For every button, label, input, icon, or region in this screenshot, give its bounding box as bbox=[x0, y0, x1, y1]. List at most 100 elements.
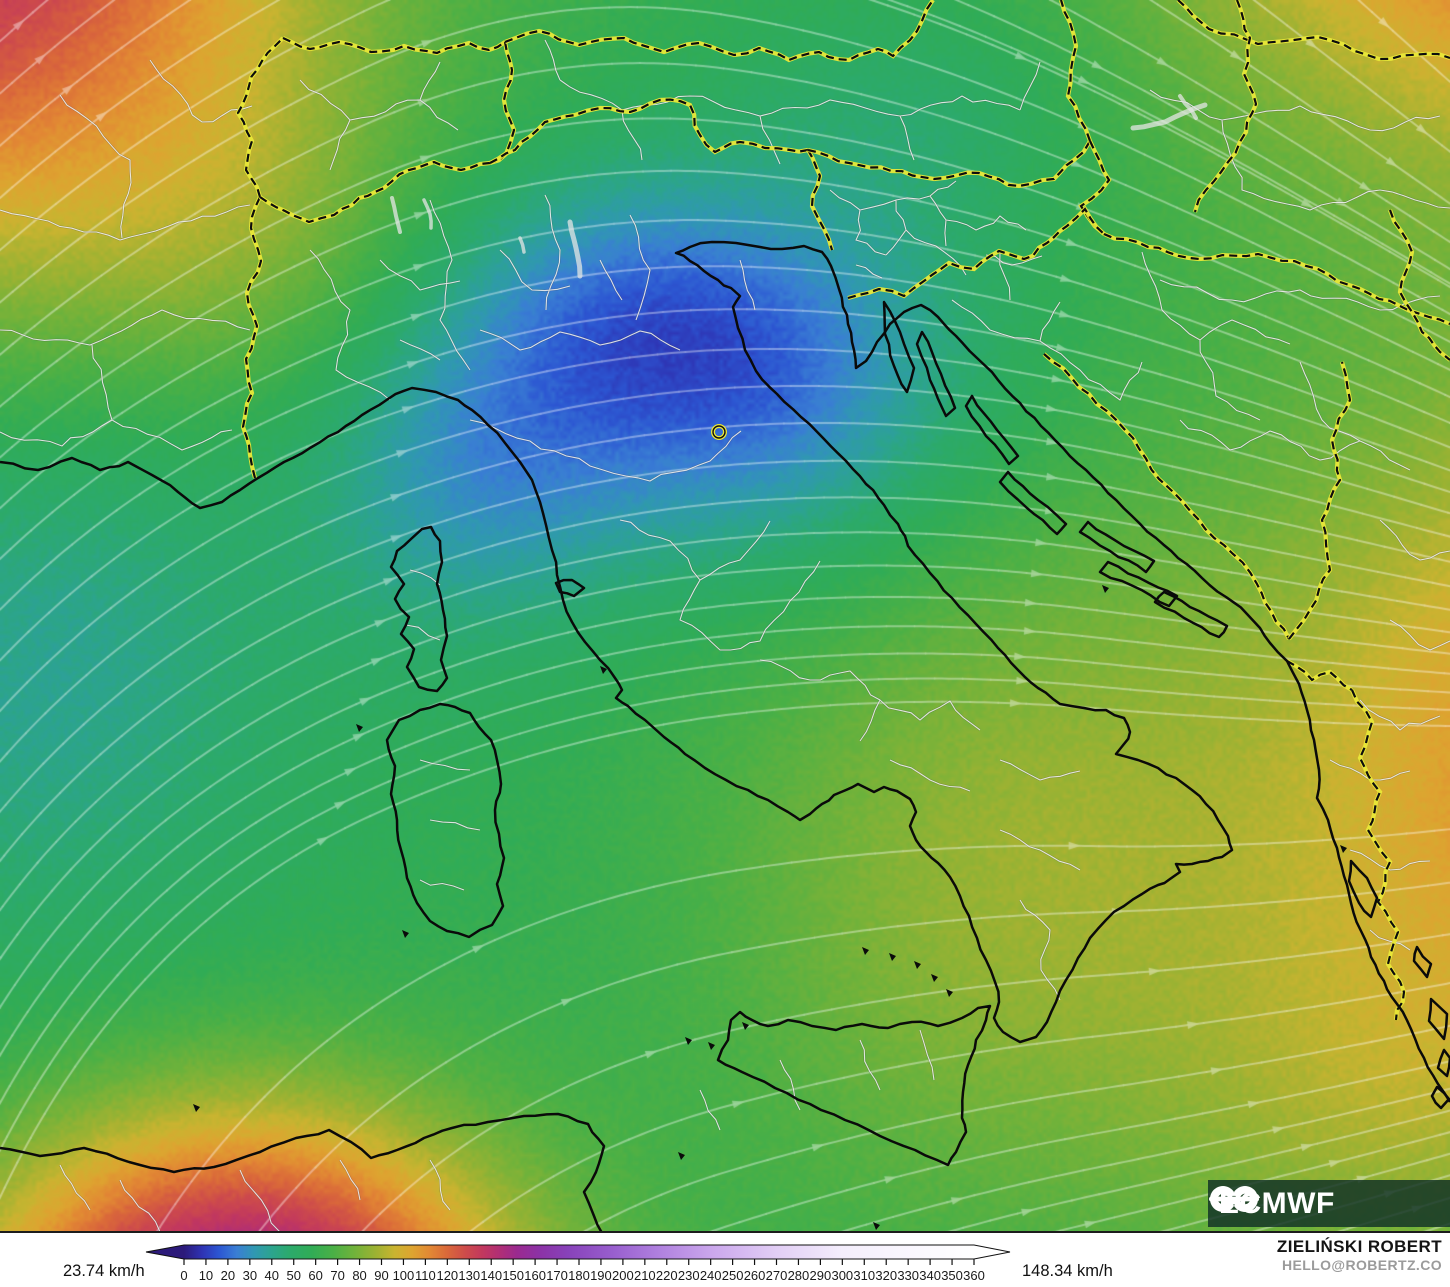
colorbar-tick-label: 290 bbox=[810, 1268, 832, 1283]
colorbar-tick-label: 230 bbox=[678, 1268, 700, 1283]
colorbar-tick-label: 310 bbox=[853, 1268, 875, 1283]
colorbar-tick-label: 140 bbox=[480, 1268, 502, 1283]
islet-dot bbox=[1102, 585, 1109, 593]
islet-dot bbox=[685, 1037, 692, 1045]
island-krk-rab bbox=[915, 330, 957, 418]
colorbar-tick-label: 90 bbox=[374, 1268, 388, 1283]
admin-border bbox=[119, 1179, 161, 1231]
legend-min-label: 23.74 km/h bbox=[63, 1262, 145, 1280]
admin-border bbox=[479, 329, 681, 351]
admin-border bbox=[1199, 339, 1261, 421]
island-kefalonia bbox=[1427, 997, 1449, 1041]
colorbar-tick-label: 30 bbox=[243, 1268, 257, 1283]
admin-border bbox=[599, 259, 623, 301]
admin-border bbox=[1159, 279, 1441, 311]
admin-border bbox=[429, 1159, 451, 1211]
colorbar-tick-label: 160 bbox=[524, 1268, 546, 1283]
admin-border-casing bbox=[1179, 419, 1411, 471]
ecmwf-logo: ECMWF bbox=[1208, 1180, 1450, 1227]
country-border-casing bbox=[1058, 0, 1092, 142]
islet-dot bbox=[356, 724, 363, 732]
colorbar-tick-label: 170 bbox=[546, 1268, 568, 1283]
admin-border bbox=[59, 94, 132, 239]
colorbar-tick-label: 340 bbox=[919, 1268, 941, 1283]
admin-border-casing bbox=[699, 520, 771, 581]
island-elba bbox=[554, 578, 586, 598]
country-border bbox=[1059, 0, 1092, 142]
country-border bbox=[807, 149, 834, 251]
admin-border-casing bbox=[905, 229, 967, 276]
islet-dot bbox=[914, 961, 921, 969]
colorbar-tick-label: 320 bbox=[875, 1268, 897, 1283]
admin-border bbox=[1379, 519, 1450, 561]
island-zakynthos bbox=[1430, 1085, 1450, 1110]
island-brac bbox=[1078, 520, 1156, 574]
colorbar-tick-label: 180 bbox=[568, 1268, 590, 1283]
admin-border bbox=[829, 189, 887, 256]
map-borders-layer bbox=[0, 0, 1450, 1231]
island-corfu bbox=[1347, 859, 1379, 919]
admin-border bbox=[1221, 119, 1450, 211]
admin-border bbox=[339, 1159, 361, 1201]
admin-border bbox=[759, 659, 881, 742]
country-border-casing bbox=[1042, 352, 1291, 640]
admin-border bbox=[779, 1059, 801, 1111]
colorbar-tick-label: 0 bbox=[180, 1268, 187, 1283]
island-cres bbox=[882, 300, 916, 394]
admin-border bbox=[329, 119, 351, 171]
admin-border-casing bbox=[629, 214, 652, 321]
admin-border bbox=[499, 249, 571, 292]
lake bbox=[1178, 94, 1198, 120]
admin-border-casing bbox=[1019, 899, 1061, 1001]
admin-border-casing bbox=[419, 879, 465, 891]
admin-border-casing bbox=[409, 568, 441, 586]
admin-border bbox=[1299, 361, 1361, 442]
admin-border bbox=[739, 259, 756, 311]
country-border bbox=[489, 41, 516, 165]
colorbar-tick-label: 240 bbox=[700, 1268, 722, 1283]
country-border bbox=[1286, 660, 1353, 691]
islet-dot bbox=[931, 974, 938, 982]
islet-dot bbox=[678, 1152, 685, 1160]
colorbar-tick-label: 280 bbox=[788, 1268, 810, 1283]
admin-border bbox=[299, 79, 459, 131]
country-border-casing bbox=[1388, 209, 1450, 362]
country-borders bbox=[235, 0, 1450, 1021]
islet-dot bbox=[889, 953, 896, 961]
admin-border bbox=[759, 115, 781, 165]
ecmwf-logo-icon bbox=[1209, 1186, 1259, 1212]
admin-borders bbox=[0, 39, 1450, 1231]
attribution: ZIELIŃSKI ROBERT HELLO@ROBERTZ.CO bbox=[1277, 1236, 1442, 1275]
admin-border bbox=[419, 759, 471, 771]
country-border-casing bbox=[1078, 140, 1112, 236]
admin-border-casing bbox=[1220, 119, 1450, 212]
admin-border bbox=[999, 759, 1081, 781]
admin-border bbox=[1019, 61, 1041, 111]
lake bbox=[390, 196, 402, 234]
admin-border-casing bbox=[90, 344, 233, 452]
islet-dot bbox=[600, 666, 607, 674]
admin-border bbox=[855, 264, 883, 279]
admin-border bbox=[1359, 699, 1441, 731]
admin-border bbox=[929, 180, 957, 197]
colorbar-tick-label: 210 bbox=[634, 1268, 656, 1283]
country-border-casing bbox=[1176, 0, 1450, 62]
admin-border bbox=[985, 254, 1043, 266]
admin-border bbox=[999, 251, 1011, 301]
country-border bbox=[241, 196, 263, 479]
colorbar-tick-label: 270 bbox=[766, 1268, 788, 1283]
country-border-casing bbox=[1287, 361, 1353, 641]
colorbar-tick-label: 50 bbox=[286, 1268, 300, 1283]
islet-dot bbox=[946, 989, 953, 997]
admin-border bbox=[1149, 89, 1441, 132]
admin-border bbox=[889, 759, 971, 792]
admin-border bbox=[859, 199, 907, 256]
admin-border bbox=[895, 195, 1027, 231]
admin-border bbox=[399, 339, 441, 361]
coastline-north-africa bbox=[0, 1112, 606, 1231]
colorbar-tick-label: 70 bbox=[330, 1268, 344, 1283]
coastline-sicily bbox=[716, 1004, 992, 1167]
colorbar-tick-label: 110 bbox=[415, 1268, 436, 1283]
country-border bbox=[1288, 361, 1352, 640]
